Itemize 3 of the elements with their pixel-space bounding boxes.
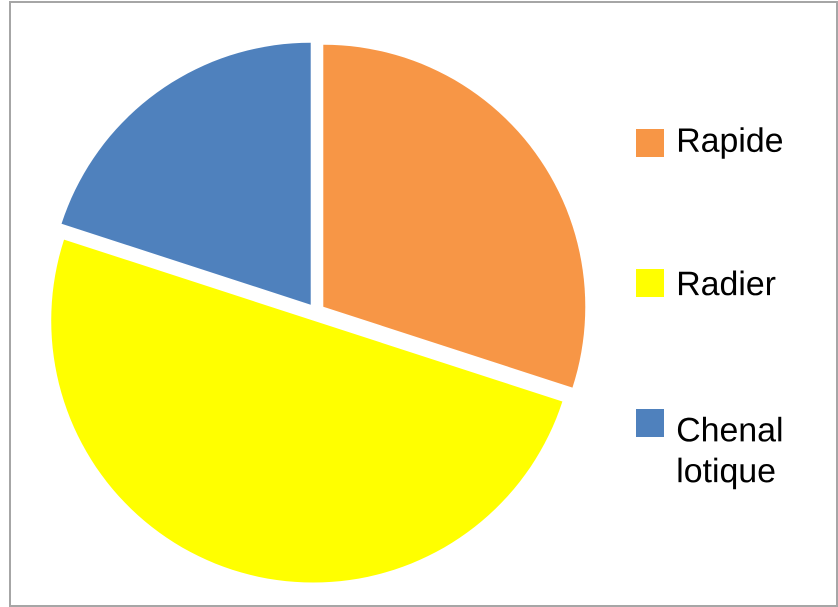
legend-label: Rapide <box>678 127 782 159</box>
legend-label: Radier <box>678 270 776 296</box>
legend-label: Chenal lotique <box>678 416 782 490</box>
